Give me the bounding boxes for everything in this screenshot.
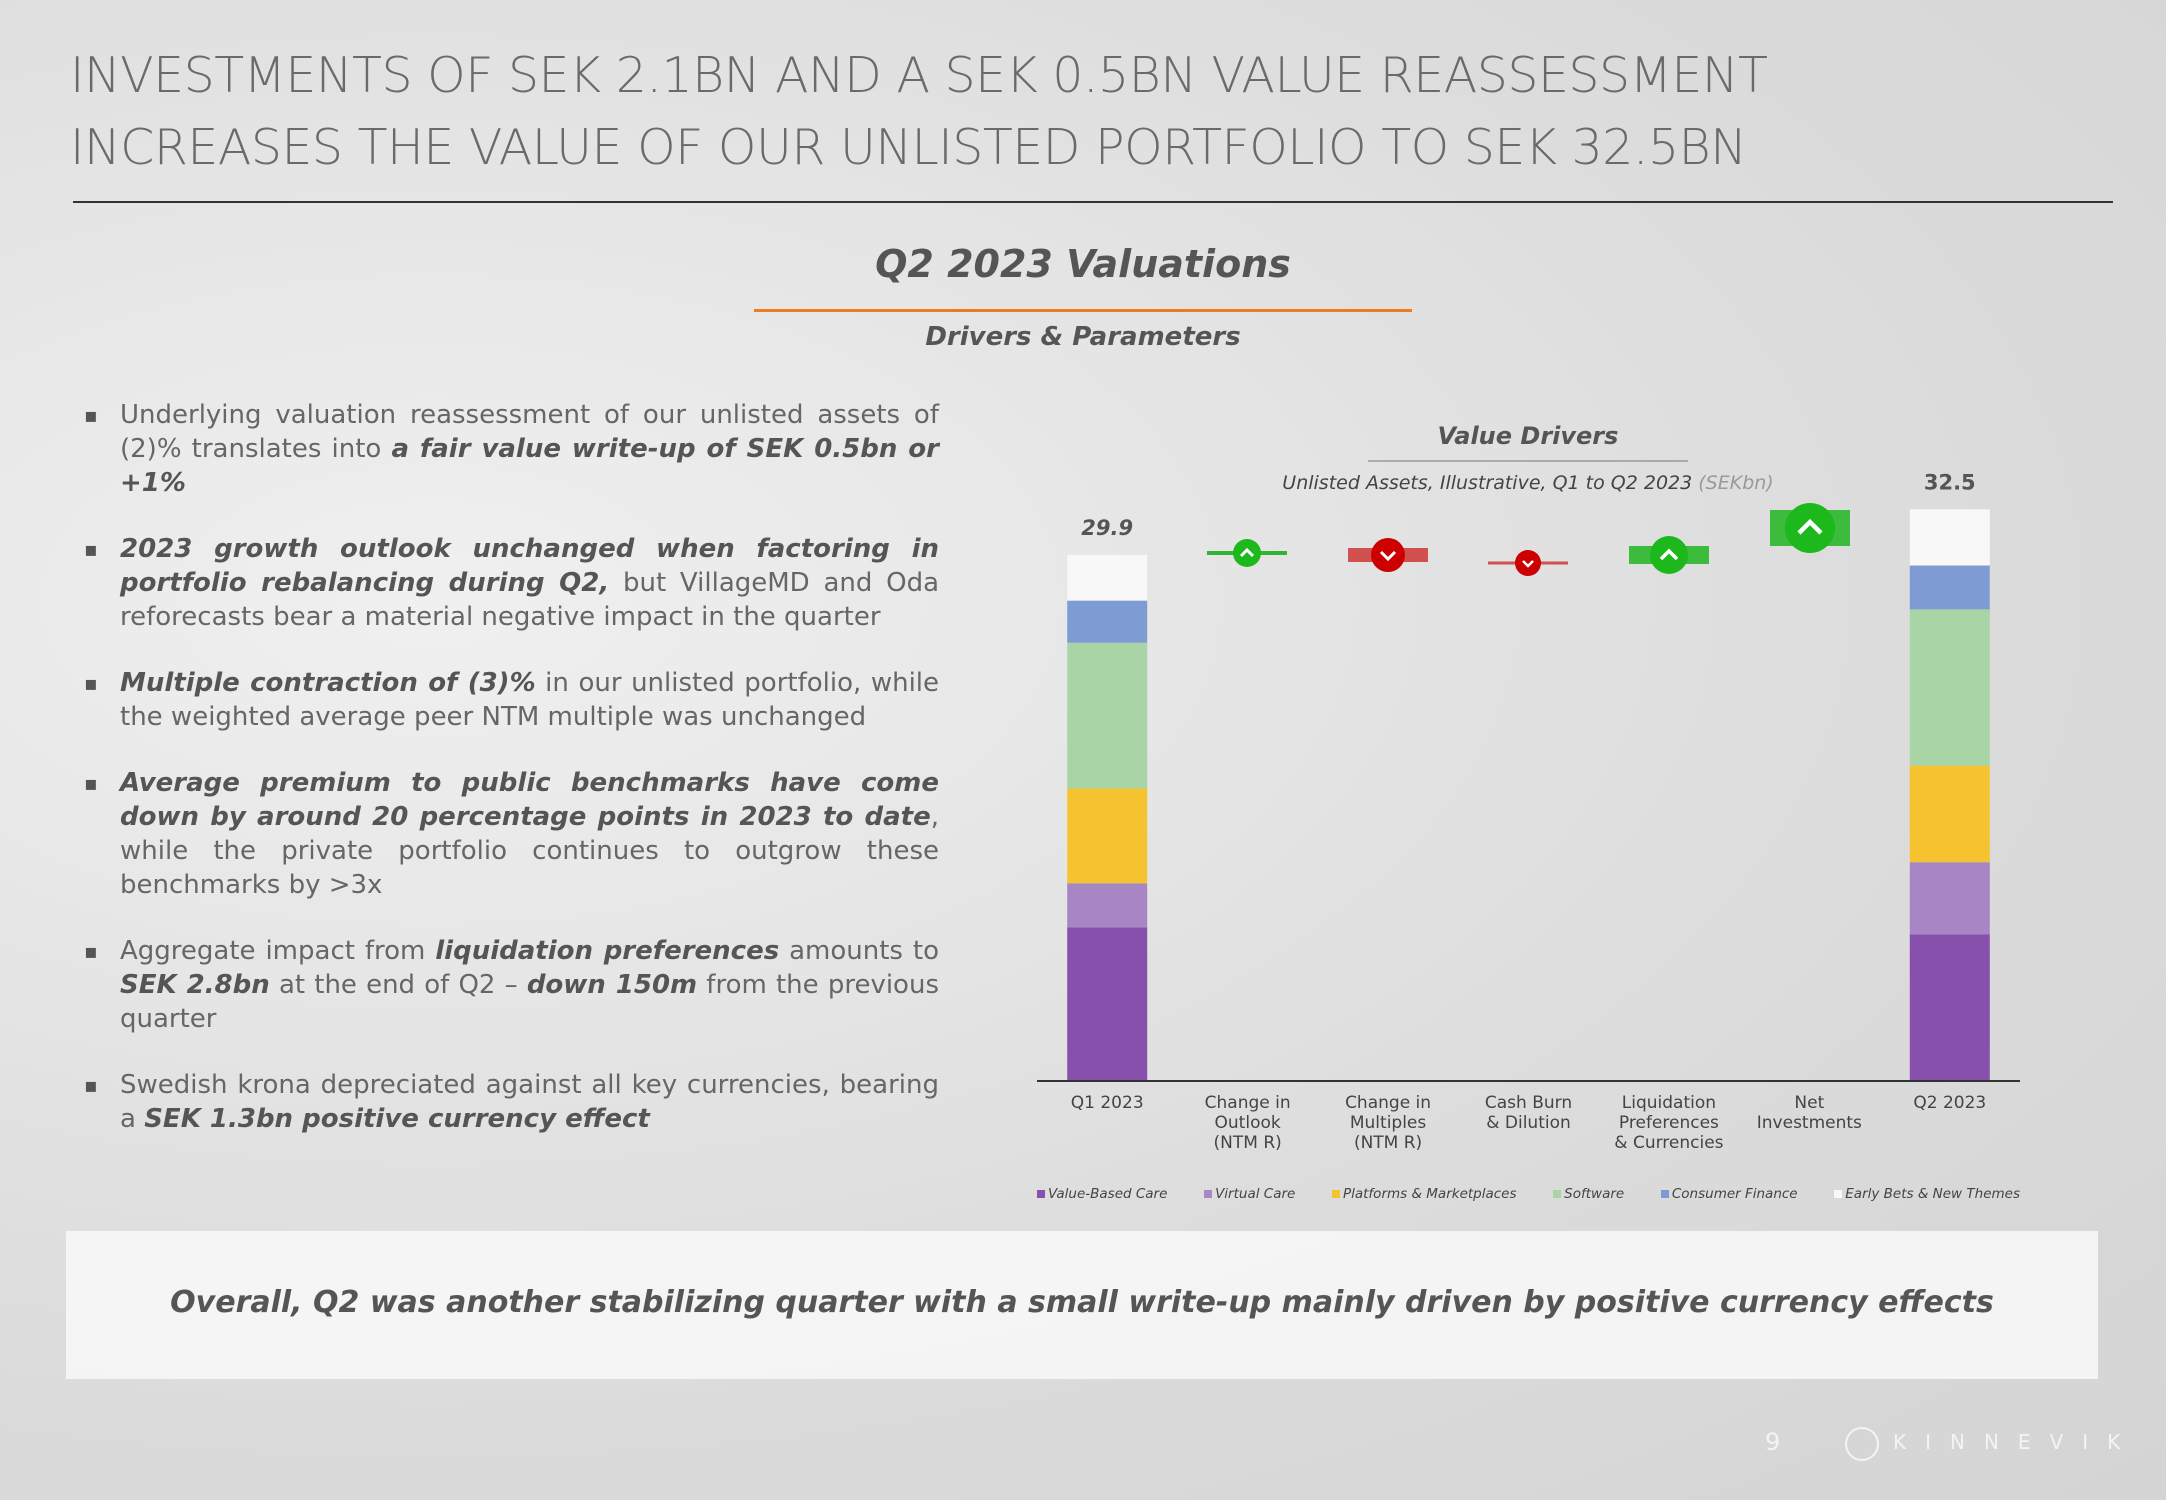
driver-icon	[1488, 550, 1568, 576]
subtitle-text: Unlisted Assets, Illustrative, Q1 to Q2 …	[1282, 472, 1692, 494]
bar-segment	[1067, 788, 1148, 884]
bullet-text: but VillageMD and Oda reforecasts bear a…	[120, 568, 940, 632]
legend-item: Consumer Finance	[1660, 1186, 1798, 1202]
x-tick-label: Liquidation Preferences & Currencies	[1614, 1093, 1724, 1153]
bar-segment	[1067, 554, 1148, 601]
conclusion-box	[66, 1231, 2098, 1379]
driver-icon	[1629, 536, 1709, 574]
bullet-text: from the previous quarter	[120, 970, 939, 1034]
legend-item: Virtual Care	[1204, 1186, 1295, 1202]
bar-segment	[1909, 765, 1990, 863]
bullet-emphasis: liquidation preferences	[435, 936, 780, 966]
bullet: Average premium to public benchmarks hav…	[84, 766, 939, 902]
chart-title: Value Drivers	[1438, 422, 1619, 450]
section-title: Q2 2023 Valuations	[875, 242, 1291, 286]
total-label: 29.9	[1081, 516, 1133, 540]
bullet-emphasis: 2023 growth outlook unchanged when facto…	[120, 534, 939, 598]
driver-icon	[1348, 538, 1428, 572]
driver-icon	[1770, 503, 1850, 553]
legend-swatch	[1204, 1190, 1213, 1198]
legend-swatch	[1834, 1190, 1843, 1198]
bullet-text: Swedish krona depreciated against all ke…	[120, 1070, 939, 1134]
bullet-emphasis: down 150m	[526, 970, 698, 1000]
bullet-emphasis: Multiple contraction of (3)%	[120, 668, 536, 698]
section-subtitle: Drivers & Parameters	[925, 322, 1241, 352]
x-tick-label: Net Investments	[1756, 1093, 1862, 1133]
legend-label: Platforms & Marketplaces	[1342, 1186, 1517, 1202]
bar-segment	[1067, 883, 1148, 928]
legend-label: Value-Based Care	[1048, 1186, 1168, 1202]
bullet-text: Aggregate impact from	[120, 936, 436, 966]
bar-segment	[1067, 642, 1148, 789]
page-number: 9	[1765, 1428, 1781, 1456]
legend-item: Platforms & Marketplaces	[1331, 1186, 1517, 1202]
bullet: Swedish krona depreciated against all ke…	[84, 1068, 939, 1136]
x-tick-label: Cash Burn & Dilution	[1484, 1093, 1573, 1133]
legend: Value-Based Care Virtual Care Platforms & …	[1037, 1186, 2020, 1202]
x-tick-label: Q2 2023	[1913, 1093, 1987, 1113]
section-rule	[754, 309, 1412, 312]
unit: (SEKbn)	[1698, 472, 1773, 494]
bullet: 2023 growth outlook unchanged when facto…	[84, 532, 939, 634]
bullet-text: at the end of Q2 –	[269, 970, 527, 1000]
bullet-emphasis: a fair value write-up of SEK 0.5bn or +1…	[120, 434, 939, 498]
bullet: Underlying valuation reassessment of our…	[84, 398, 939, 500]
legend-label: Early Bets & New Themes	[1845, 1186, 2020, 1202]
legend-label: Consumer Finance	[1671, 1186, 1798, 1202]
bar-segment	[1909, 509, 1990, 566]
x-tick-label: Change in Outlook (NTM R)	[1204, 1093, 1291, 1153]
legend-item: Software	[1553, 1186, 1624, 1202]
legend-swatch	[1037, 1190, 1045, 1198]
bullet: Aggregate impact from liquidation prefer…	[84, 934, 939, 1036]
bullet-text: in our unlisted portfolio, while the wei…	[120, 668, 940, 732]
bullet-emphasis: SEK 1.3bn positive currency effect	[144, 1104, 650, 1134]
chart-subtitle: Unlisted Assets, Illustrative, Q1 to Q2 …	[1282, 472, 1773, 494]
legend-swatch	[1331, 1190, 1340, 1198]
title-line: INCREASES THE VALUE OF OUR UNLISTED PORT…	[70, 119, 1747, 176]
legend-swatch	[1553, 1190, 1562, 1198]
bar-segment	[1909, 934, 1990, 1080]
bullet-emphasis: Average premium to public benchmarks hav…	[120, 768, 939, 832]
title-line: INVESTMENTS OF SEK 2.1BN AND A SEK 0.5BN…	[70, 47, 1768, 104]
legend-item: Early Bets & New Themes	[1834, 1186, 2020, 1202]
legend-label: Software	[1564, 1186, 1625, 1202]
legend-item: Value-Based Care	[1037, 1186, 1167, 1202]
x-tick-label: Change in Multiples (NTM R)	[1345, 1093, 1432, 1153]
conclusion: Overall, Q2 was another stabilizing quar…	[170, 1285, 1994, 1320]
bullet-list: Underlying valuation reassessment of our…	[84, 398, 939, 1168]
brand-logo	[1845, 1427, 1879, 1461]
bar-segment	[1909, 862, 1990, 935]
legend-swatch	[1660, 1190, 1669, 1198]
bullet-text: Underlying valuation reassessment of our…	[120, 400, 939, 464]
bar-segment	[1067, 600, 1148, 643]
driver-icon	[1207, 539, 1287, 567]
total-label: 32.5	[1924, 470, 1976, 494]
slide-title: INVESTMENTS OF SEK 2.1BN AND A SEK 0.5BN…	[70, 40, 1768, 184]
bullet: Multiple contraction of (3)% in our unli…	[84, 666, 939, 734]
bar-segment	[1909, 565, 1990, 610]
bullet-text: , while the private portfolio continues …	[120, 802, 939, 900]
bullet-emphasis: SEK 2.8bn	[120, 970, 270, 1000]
brand: KINNEVIK	[1893, 1430, 2140, 1454]
bullet-text: amounts to	[779, 936, 940, 966]
bar-segment	[1067, 927, 1148, 1080]
legend-label: Virtual Care	[1215, 1186, 1296, 1202]
title-rule	[73, 201, 2113, 203]
bar-segment	[1909, 609, 1990, 766]
x-tick-label: Q1 2023	[1070, 1093, 1144, 1113]
